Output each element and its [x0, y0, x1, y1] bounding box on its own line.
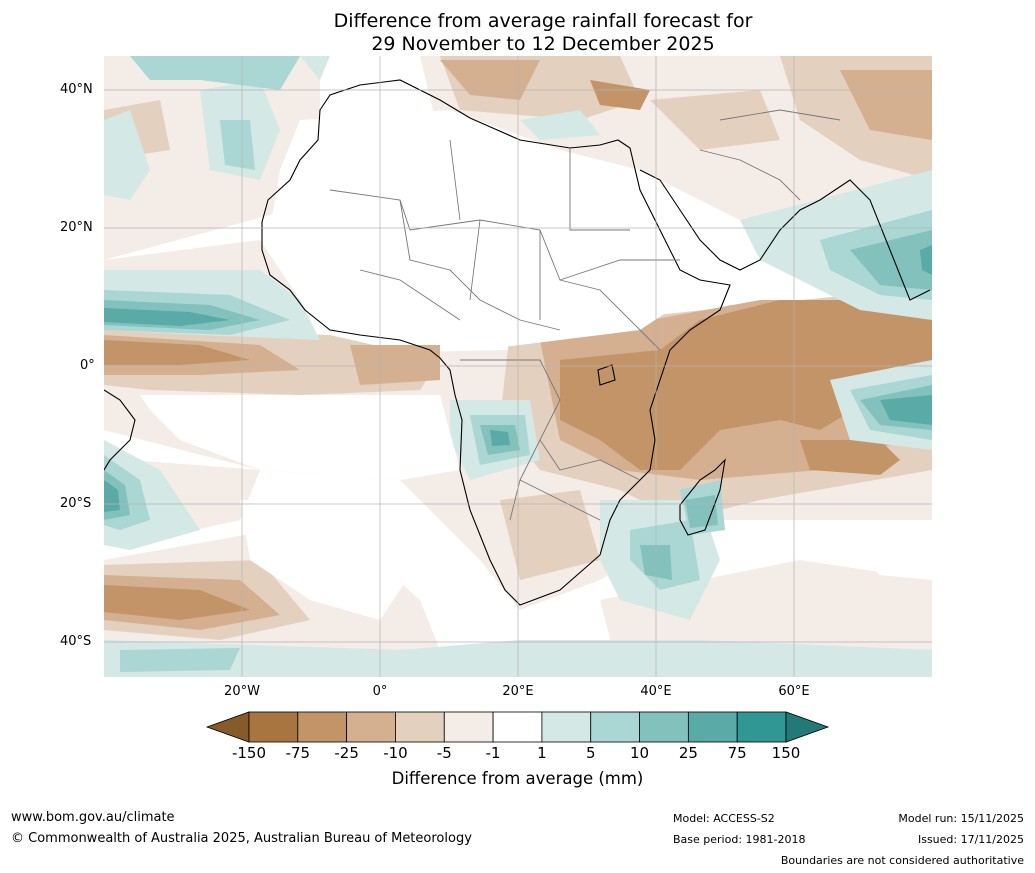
country-borders	[329, 109, 841, 521]
colorbar-left-arrow	[205, 711, 250, 743]
colorbar-segment	[639, 711, 689, 743]
colorbar-tick-label: -1	[485, 744, 501, 762]
colorbar-tick-label: 5	[585, 744, 596, 762]
lat-label-20n: 20°N	[60, 220, 93, 235]
map-title: Difference from average rainfall forecas…	[243, 10, 843, 56]
lon-label-20e: 20°E	[502, 684, 534, 699]
lat-label-0: 0°	[80, 358, 95, 373]
lon-label-20w: 20°W	[224, 684, 260, 699]
lon-label-40e: 40°E	[640, 684, 672, 699]
title-line-2: 29 November to 12 December 2025	[371, 33, 715, 55]
colorbar-tick-label: -150	[231, 744, 267, 762]
colorbar-tick-label: 75	[727, 744, 747, 762]
map-area	[104, 56, 932, 677]
colorbar-label: Difference from average (mm)	[391, 769, 644, 788]
lon-label-60e: 60°E	[778, 684, 810, 699]
colorbar-segment	[492, 711, 543, 743]
footer-copyright: © Commonwealth of Australia 2025, Austra…	[11, 831, 472, 846]
colorbar-tick-label: 25	[678, 744, 698, 762]
lat-label-40n: 40°N	[60, 82, 93, 97]
lon-label-0: 0°	[372, 684, 388, 699]
colorbar-tick-label: 150	[771, 744, 801, 762]
footer-disclaimer: Boundaries are not considered authoritat…	[780, 854, 1024, 867]
colorbar-segment	[346, 711, 396, 743]
colorbar-segment	[687, 711, 738, 743]
footer-model-run: Model run: 15/11/2025	[898, 812, 1024, 825]
colorbar-segment	[297, 711, 348, 743]
colorbar-segment	[395, 711, 445, 743]
coastlines	[104, 79, 931, 606]
colorbar-tick-label: -10	[383, 744, 408, 762]
footer-url[interactable]: www.bom.gov.au/climate	[11, 810, 175, 825]
title-line-1: Difference from average rainfall forecas…	[333, 10, 753, 32]
footer-issued: Issued: 17/11/2025	[917, 833, 1024, 846]
colorbar-tick-label: -5	[436, 744, 452, 762]
colorbar-segment	[541, 711, 592, 743]
lat-label-20s: 20°S	[60, 496, 92, 511]
graticule	[104, 56, 932, 677]
colorbar-segment	[736, 711, 787, 743]
footer-base-period: Base period: 1981-2018	[673, 833, 806, 846]
lat-label-40s: 40°S	[60, 634, 92, 649]
footer-model: Model: ACCESS-S2	[673, 812, 775, 825]
colorbar	[205, 711, 830, 743]
colorbar-tick-label: 1	[537, 744, 547, 762]
colorbar-segment	[443, 711, 494, 743]
colorbar-segment	[248, 711, 299, 743]
colorbar-tick-label: 10	[629, 744, 650, 762]
colorbar-segments	[248, 711, 787, 743]
colorbar-right-arrow	[785, 711, 830, 743]
colorbar-tick-label: -25	[334, 744, 359, 762]
colorbar-segment	[590, 711, 640, 743]
colorbar-tick-label: -75	[285, 744, 311, 762]
